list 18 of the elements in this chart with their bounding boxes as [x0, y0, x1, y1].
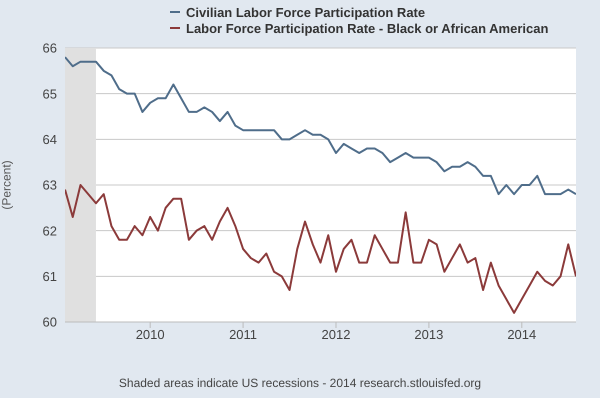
- y-tick-label: 64: [42, 132, 57, 147]
- y-tick-label: 65: [42, 86, 57, 102]
- legend-label: Labor Force Participation Rate - Black or African American: [186, 20, 548, 36]
- x-tick-label: 2011: [229, 327, 258, 342]
- y-axis-title: (Percent): [0, 160, 14, 210]
- y-tick-label: 61: [42, 268, 57, 284]
- y-tick-label: 60: [42, 314, 57, 330]
- line-series: [65, 184, 576, 314]
- x-tick-label: 2010: [136, 327, 165, 342]
- legend-label: Civilian Labor Force Participation Rate: [186, 4, 426, 20]
- x-tick-label: 2012: [322, 327, 350, 342]
- text: Shaded areas indicate US recessions - 2014 research.stlouisfed.org: [118, 376, 482, 390]
- y-tick-label: 62: [42, 223, 57, 238]
- line-series: [65, 56, 576, 196]
- y-tick-label: 66: [42, 40, 57, 56]
- x-tick-label: 2013: [414, 327, 444, 342]
- y-tick-label: 63: [42, 178, 57, 193]
- x-tick-label: 2014: [507, 327, 536, 342]
